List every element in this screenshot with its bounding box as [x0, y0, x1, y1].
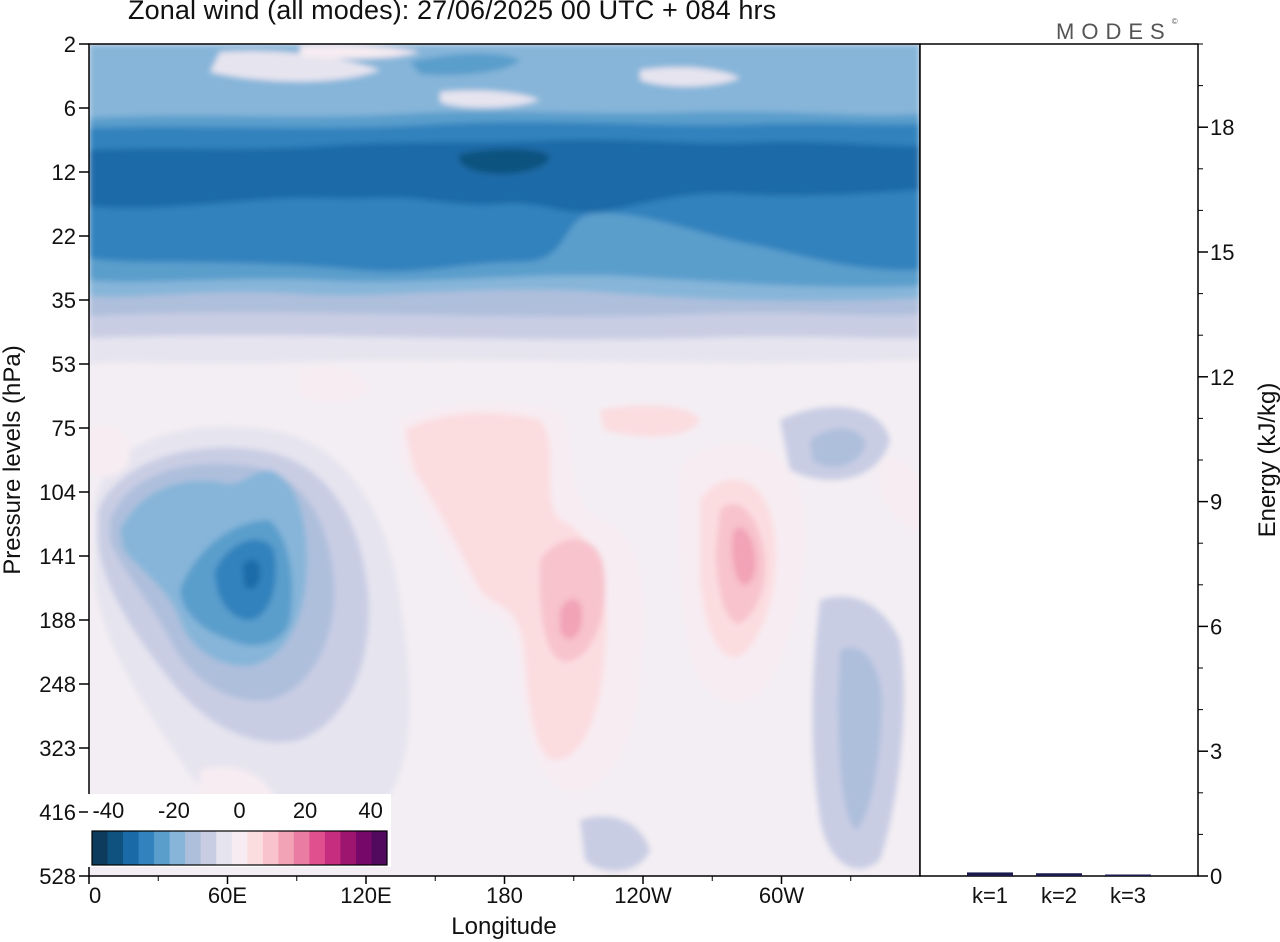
- y-tick-label: 188: [39, 608, 76, 633]
- y-tick-label: 2: [64, 32, 76, 57]
- colorbar-swatch: [371, 831, 388, 865]
- colorbar-swatch: [216, 831, 233, 865]
- y-tick-label: 323: [39, 736, 76, 761]
- colorbar-swatch: [293, 831, 310, 865]
- y-tick-label: 528: [39, 864, 76, 889]
- y-tick-label: 248: [39, 672, 76, 697]
- colorbar-tick-label: -20: [158, 798, 190, 823]
- energy-bar: [1105, 874, 1151, 876]
- colorbar-swatch: [107, 831, 124, 865]
- colorbar-swatch: [247, 831, 264, 865]
- colorbar-swatch: [154, 831, 171, 865]
- bar-category-label: k=3: [1110, 883, 1146, 908]
- x-tick-label: 120W: [614, 883, 672, 908]
- modes-logo: MODES©: [1056, 17, 1178, 45]
- colorbar-swatch: [355, 831, 372, 865]
- energy-axis: 0 3 6 9 12 15 18: [1198, 43, 1234, 889]
- colorbar-swatch: [324, 831, 341, 865]
- x-tick-label: 0: [89, 883, 101, 908]
- colorbar-swatch: [92, 831, 109, 865]
- colorbar-swatch: [200, 831, 217, 865]
- y-tick-label: 35: [52, 288, 76, 313]
- energy-tick-label: 18: [1210, 115, 1234, 140]
- colorbar-swatch: [278, 831, 295, 865]
- pressure-axis: 2 6 12 22 35 53 75 104 141 188 248 323 416 528: [39, 32, 89, 889]
- energy-axis-label: Energy (kJ/kg): [1254, 383, 1280, 538]
- x-tick-label: 180: [486, 883, 523, 908]
- colorbar-swatch: [262, 831, 279, 865]
- y-tick-label: 53: [52, 352, 76, 377]
- energy-tick-label: 15: [1210, 240, 1234, 265]
- chart-title: Zonal wind (all modes): 27/06/2025 00 UT…: [128, 0, 777, 25]
- y-tick-label: 416: [39, 800, 76, 825]
- x-axis-label: Longitude: [451, 913, 556, 940]
- energy-bar: [967, 872, 1013, 876]
- energy-tick-label: 12: [1210, 365, 1234, 390]
- colorbar-swatch: [169, 831, 186, 865]
- y-tick-label: 141: [39, 544, 76, 569]
- logo-text: MODES: [1056, 19, 1172, 44]
- bar-category-label: k=2: [1041, 883, 1077, 908]
- y-axis-label: Pressure levels (hPa): [0, 345, 26, 574]
- energy-tick-label: 6: [1210, 614, 1222, 639]
- colorbar-tick-label: 0: [233, 798, 245, 823]
- colorbar-swatch: [231, 831, 248, 865]
- y-tick-label: 22: [52, 224, 76, 249]
- colorbar-swatch: [340, 831, 357, 865]
- bar-category-label: k=1: [972, 883, 1008, 908]
- y-tick-label: 104: [39, 480, 76, 505]
- x-tick-label: 60E: [208, 883, 247, 908]
- y-tick-label: 75: [52, 416, 76, 441]
- energy-tick-label: 3: [1210, 739, 1222, 764]
- longitude-axis: 0 60E 120E 180 120W 60W: [88, 876, 852, 908]
- energy-tick-label: 0: [1210, 864, 1222, 889]
- colorbar-tick-label: 40: [358, 798, 382, 823]
- energy-tick-label: 9: [1210, 490, 1222, 515]
- colorbar-swatch: [123, 831, 140, 865]
- x-tick-label: 120E: [340, 883, 391, 908]
- x-tick-label: 60W: [759, 883, 804, 908]
- energy-bars: k=1 k=2 k=3: [967, 872, 1151, 908]
- colorbar-swatch: [309, 831, 326, 865]
- energy-bar: [1036, 873, 1082, 876]
- logo-mark: ©: [1171, 17, 1178, 26]
- colorbar-swatch: [185, 831, 202, 865]
- y-tick-label: 12: [52, 160, 76, 185]
- colorbar-swatch: [138, 831, 155, 865]
- colorbar: -40 -20 0 20 40: [88, 794, 391, 867]
- colorbar-frame: [91, 830, 388, 866]
- colorbar-tick-label: 20: [293, 798, 317, 823]
- y-tick-label: 6: [64, 96, 76, 121]
- energy-bar-panel: [919, 43, 1199, 877]
- colorbar-tick-label: -40: [92, 798, 124, 823]
- zonal-wind-heatmap: [89, 44, 920, 876]
